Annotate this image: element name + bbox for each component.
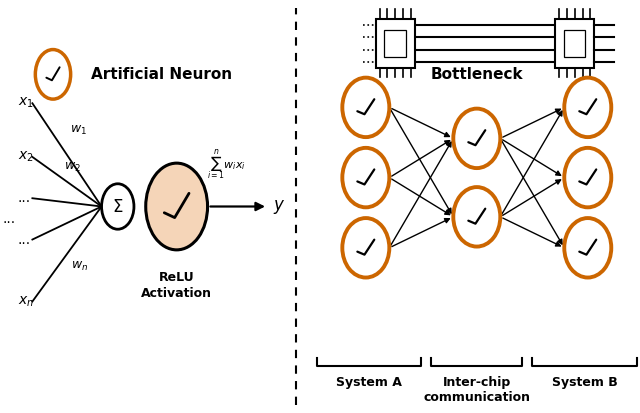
Bar <box>555 19 595 68</box>
Circle shape <box>453 187 500 247</box>
Text: $x_1$: $x_1$ <box>18 96 33 110</box>
Circle shape <box>35 50 70 99</box>
Text: $w_1$: $w_1$ <box>70 123 86 137</box>
Circle shape <box>102 184 134 229</box>
Text: $w_2$: $w_2$ <box>64 161 81 174</box>
Text: Bottleneck: Bottleneck <box>431 67 523 82</box>
Text: $w_n$: $w_n$ <box>71 260 88 273</box>
Circle shape <box>564 78 611 137</box>
Text: $\Sigma$: $\Sigma$ <box>112 197 124 216</box>
Text: ReLU
Activation: ReLU Activation <box>141 271 212 299</box>
Circle shape <box>564 148 611 207</box>
Bar <box>385 30 406 57</box>
Circle shape <box>146 163 207 250</box>
Text: System B: System B <box>552 376 618 389</box>
Text: ...: ... <box>18 233 31 247</box>
Text: $\sum_{i=1}^{n} w_i x_i$: $\sum_{i=1}^{n} w_i x_i$ <box>207 147 246 182</box>
Text: $x_2$: $x_2$ <box>18 150 33 164</box>
Circle shape <box>564 218 611 278</box>
Text: $x_n$: $x_n$ <box>18 294 34 309</box>
Bar <box>564 30 586 57</box>
Bar <box>376 19 415 68</box>
Circle shape <box>342 78 389 137</box>
Text: System A: System A <box>336 376 402 389</box>
Text: ...: ... <box>18 191 31 205</box>
Text: Artificial Neuron: Artificial Neuron <box>92 67 232 82</box>
Text: $y$: $y$ <box>273 197 286 216</box>
Circle shape <box>453 109 500 168</box>
Text: ...: ... <box>3 212 16 226</box>
Circle shape <box>342 148 389 207</box>
Circle shape <box>342 218 389 278</box>
Text: Inter-chip
communication: Inter-chip communication <box>423 376 531 404</box>
